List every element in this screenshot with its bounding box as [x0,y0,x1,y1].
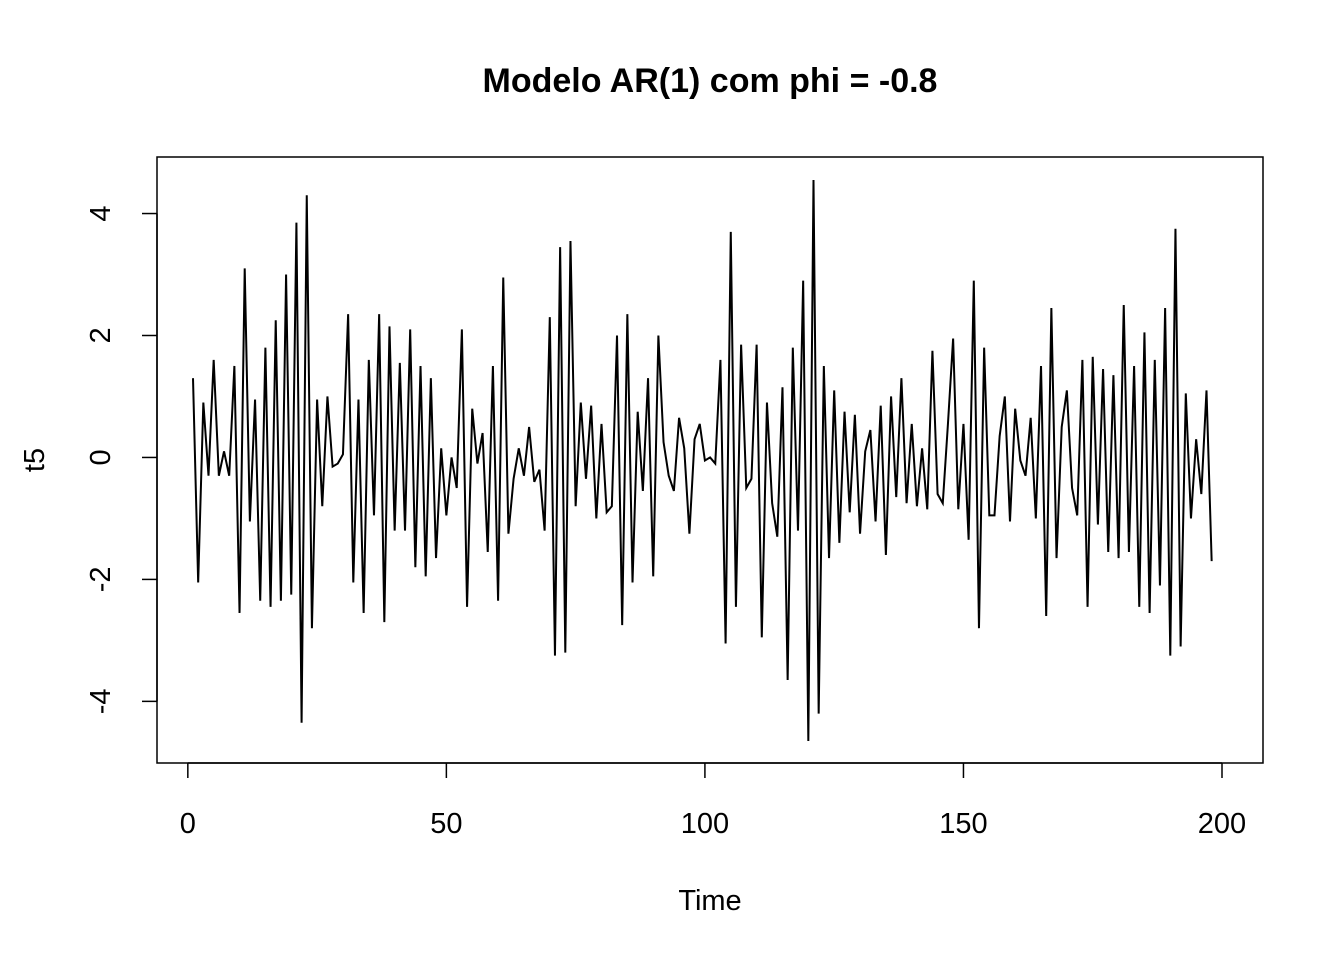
series-line [192,179,1213,742]
x-axis: 0 50 100 150 200 [180,762,1246,840]
x-tick-label: 50 [430,808,462,840]
y-axis-label: t5 [19,448,51,472]
x-tick-label: 200 [1198,808,1246,840]
y-tick-label: 2 [85,327,117,343]
chart-title: Modelo AR(1) com phi = -0.8 [483,62,938,100]
y-tick-label: 4 [85,205,117,221]
x-axis-label: Time [678,885,741,917]
x-tick-label: 150 [939,808,987,840]
x-tick-label: 100 [681,808,729,840]
y-tick-label: -4 [85,688,117,714]
series-group [192,179,1213,742]
x-tick-label: 0 [180,808,196,840]
y-tick-label: 0 [85,449,117,465]
y-axis: -4 -2 0 2 4 [85,205,158,714]
y-tick-label: -2 [85,567,117,593]
plot-frame [156,156,1264,764]
